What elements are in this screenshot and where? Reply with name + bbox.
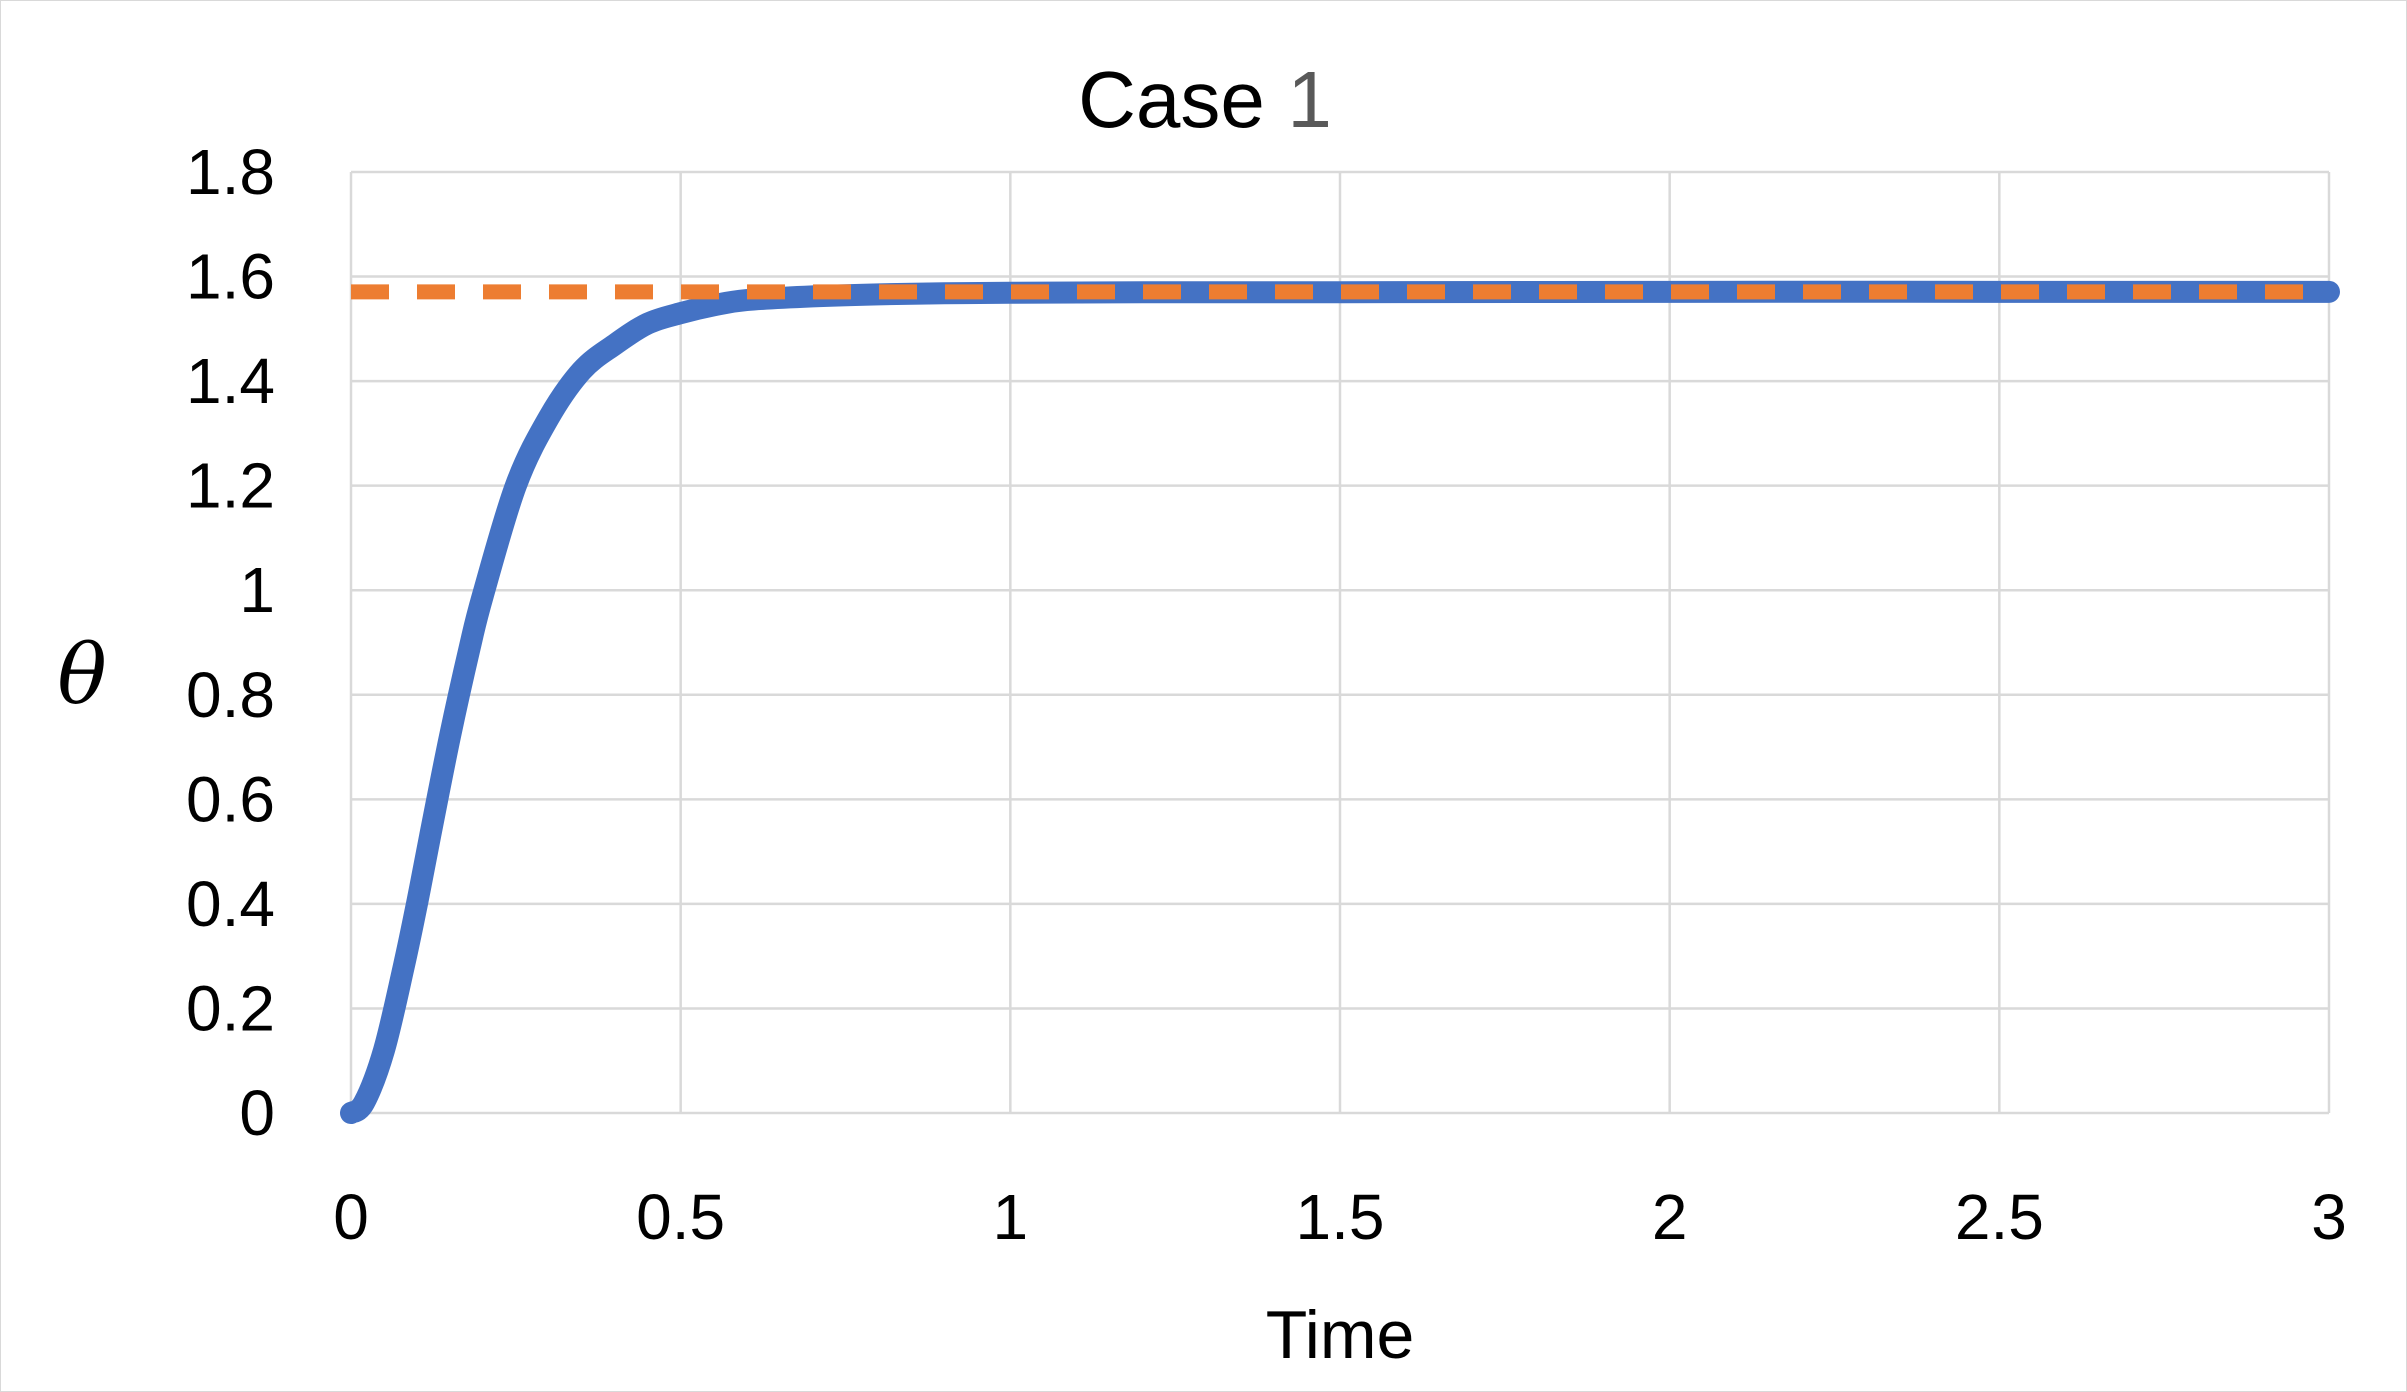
x-tick-label: 2 xyxy=(1652,1181,1688,1253)
y-tick-label: 0.8 xyxy=(186,659,275,731)
y-tick-label: 0.2 xyxy=(186,972,275,1044)
x-tick-label: 3 xyxy=(2311,1181,2347,1253)
gridlines xyxy=(349,170,2331,1115)
y-tick-label: 0.4 xyxy=(186,868,275,940)
chart-title: Case 1 xyxy=(1078,55,1332,144)
y-tick-label: 1.8 xyxy=(186,136,275,208)
series-group xyxy=(340,280,2340,1124)
x-tick-label: 0 xyxy=(333,1181,369,1253)
y-axis-title: θ xyxy=(57,628,106,723)
x-axis-title: Time xyxy=(1266,1297,1415,1373)
x-tick-label: 2.5 xyxy=(1955,1181,2044,1253)
chart-title-number: 1 xyxy=(1287,55,1332,144)
y-tick-label: 1.4 xyxy=(186,345,275,417)
x-tick-label: 0.5 xyxy=(636,1181,725,1253)
y-tick-label: 1.6 xyxy=(186,241,275,313)
y-tick-label: 1 xyxy=(239,554,275,626)
y-tick-label: 0.6 xyxy=(186,763,275,835)
x-tick-label: 1 xyxy=(993,1181,1029,1253)
chart-title-text: Case xyxy=(1078,55,1265,144)
y-tick-label: 1.2 xyxy=(186,450,275,522)
x-tick-label: 1.5 xyxy=(1296,1181,1385,1253)
y-tick-label: 0 xyxy=(239,1077,275,1149)
tick-labels: 0 0.2 0.4 0.6 0.8 1 1.2 1.4 1.6 1.8 0 0.5 1 1.5 2 2.5 3 xyxy=(186,136,2347,1253)
